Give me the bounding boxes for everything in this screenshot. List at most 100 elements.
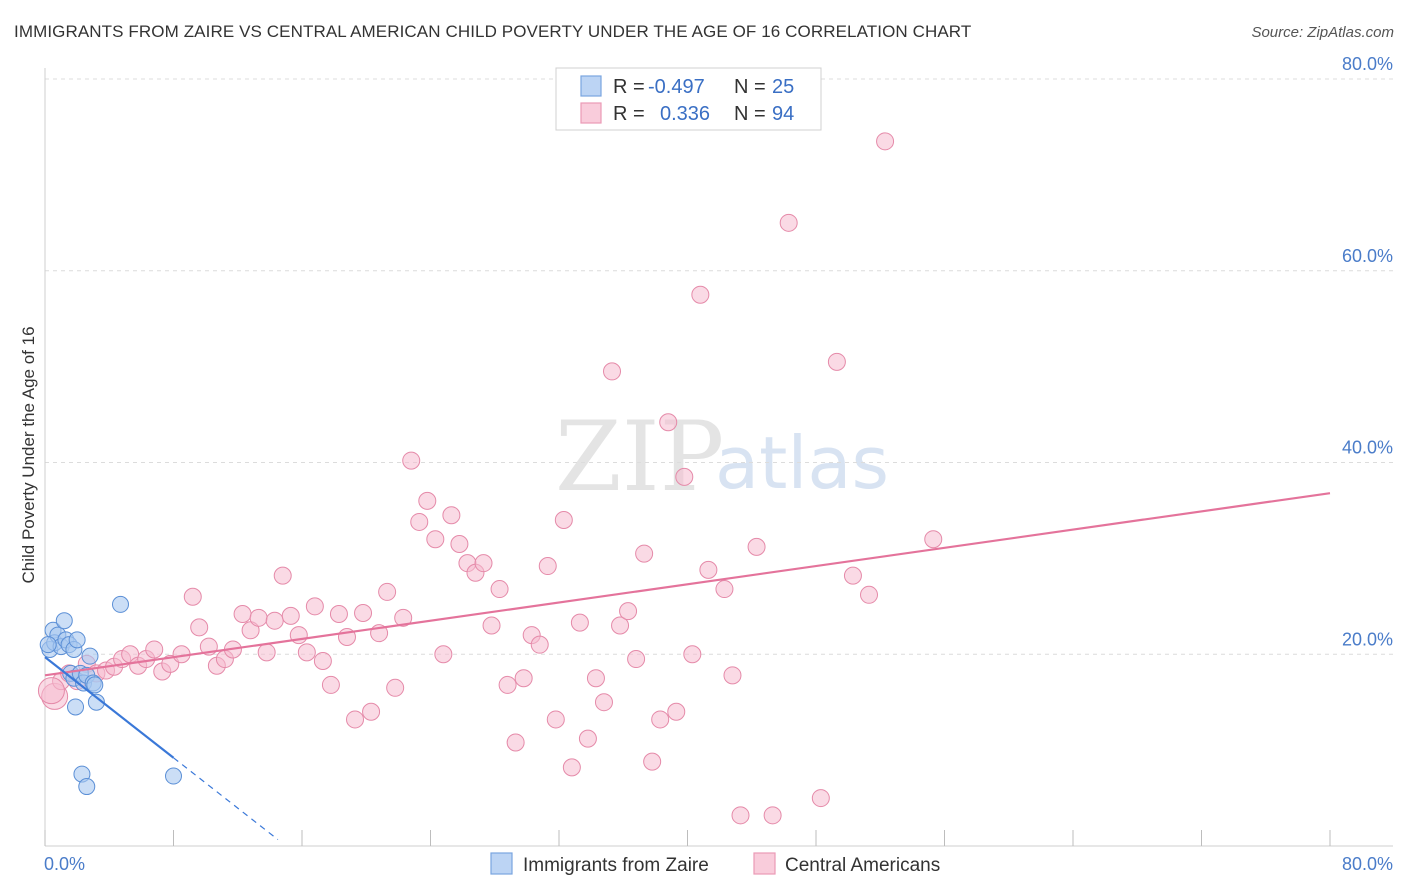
- chart-title: IMMIGRANTS FROM ZAIRE VS CENTRAL AMERICA…: [14, 22, 972, 41]
- point-zaire-22: [111, 595, 129, 613]
- point-central-34: [329, 604, 348, 623]
- point-central-30: [297, 643, 316, 662]
- series-immigrants-from-zaire: [39, 595, 182, 796]
- legend-n-value-1: 25: [772, 76, 794, 98]
- point-central-80: [699, 560, 718, 579]
- point-central-24: [249, 608, 268, 627]
- point-central-90: [860, 585, 879, 604]
- x-tick-labels: 0.0% 80.0%: [44, 854, 1393, 874]
- point-central-92: [924, 530, 943, 549]
- point-central-38: [362, 702, 381, 721]
- point-central-88: [827, 352, 846, 371]
- point-central-53: [482, 616, 501, 635]
- point-central-66: [586, 669, 605, 688]
- point-central-84: [747, 537, 766, 556]
- legend-n-label-2: N =: [734, 103, 766, 125]
- point-central-68: [603, 362, 622, 381]
- point-central-76: [667, 702, 686, 721]
- point-central-71: [627, 650, 646, 669]
- y-tick-label-2: 60.0%: [1342, 246, 1393, 266]
- grid-lines: [45, 78, 1393, 655]
- y-tick-label-0: 20.0%: [1342, 629, 1393, 649]
- point-central-33: [321, 675, 340, 694]
- point-central-44: [410, 512, 429, 531]
- point-central-78: [683, 645, 702, 664]
- point-central-17: [190, 618, 209, 637]
- point-central-47: [434, 645, 453, 664]
- point-central-22: [233, 604, 252, 623]
- point-central-46: [426, 530, 445, 549]
- point-central-69: [611, 616, 630, 635]
- y-tick-label-1: 40.0%: [1342, 438, 1393, 458]
- point-central-57: [514, 669, 533, 688]
- point-central-79: [691, 285, 710, 304]
- point-central-49: [450, 534, 469, 553]
- legend-r-value-1: -0.497: [648, 76, 705, 98]
- point-central-56: [506, 733, 525, 752]
- point-central-60: [538, 557, 557, 576]
- point-central-28: [281, 606, 300, 625]
- point-zaire-10: [68, 631, 86, 649]
- point-zaire-19: [67, 698, 85, 716]
- point-central-87: [811, 789, 830, 808]
- point-zaire-23: [165, 767, 182, 785]
- point-central-26: [265, 611, 284, 630]
- y-tick-label-3: 80.0%: [1342, 54, 1393, 74]
- axes: [44, 68, 1393, 847]
- point-central-42: [394, 608, 413, 627]
- legend-n-label-1: N =: [734, 76, 766, 98]
- point-central-61: [546, 710, 565, 729]
- bottom-legend-swatch-zaire: [490, 852, 513, 875]
- source-label: Source: ZipAtlas.com: [1251, 24, 1394, 41]
- point-central-41: [386, 678, 405, 697]
- point-zaire-15: [81, 647, 99, 665]
- point-central-89: [843, 566, 862, 585]
- legend-r-label-1: R =: [613, 76, 645, 98]
- point-central-83: [731, 806, 750, 825]
- legend-r-label-2: R =: [613, 103, 645, 125]
- point-central-25: [257, 643, 276, 662]
- point-central-54: [490, 580, 509, 599]
- x-tick-label-1: 80.0%: [1342, 854, 1393, 874]
- trend-line-zaire-extension: [173, 757, 279, 841]
- point-central-67: [594, 693, 613, 712]
- point-central-48: [442, 506, 461, 525]
- y-axis-label: Child Poverty Under the Age of 16: [19, 326, 38, 583]
- point-central-16: [183, 587, 202, 606]
- point-central-81: [715, 580, 734, 599]
- series-central-americans: [37, 132, 943, 825]
- point-central-62: [554, 511, 573, 530]
- point-central-93: [37, 677, 65, 705]
- point-central-37: [354, 604, 373, 623]
- point-zaire-17: [86, 676, 104, 694]
- point-central-82: [723, 666, 742, 685]
- point-central-64: [570, 613, 589, 632]
- watermark-zip: ZIP: [555, 401, 724, 513]
- point-central-52: [474, 554, 493, 573]
- legend-swatch-zaire: [580, 75, 602, 97]
- point-central-43: [402, 451, 421, 470]
- bottom-legend-swatch-central: [753, 852, 776, 875]
- series-legend: Immigrants from Zaire Central Americans: [490, 852, 940, 876]
- point-central-74: [651, 710, 670, 729]
- point-central-32: [313, 651, 332, 670]
- bottom-legend-label-central: Central Americans: [785, 855, 940, 876]
- point-central-36: [346, 710, 365, 729]
- legend-n-value-2: 94: [772, 103, 794, 125]
- stats-legend: R = -0.497 N = 25 R = 0.336 N = 94: [555, 67, 822, 131]
- point-zaire-18: [87, 693, 105, 711]
- point-central-31: [305, 597, 324, 616]
- point-central-65: [578, 729, 597, 748]
- point-central-85: [763, 806, 782, 825]
- point-central-75: [659, 413, 678, 432]
- point-central-12: [145, 640, 164, 659]
- point-central-91: [876, 132, 895, 151]
- trend-line-central: [44, 492, 1331, 677]
- point-central-40: [378, 582, 397, 601]
- point-central-45: [418, 491, 437, 510]
- trend-line-zaire: [44, 656, 175, 759]
- legend-swatch-central: [580, 102, 602, 124]
- point-central-73: [643, 752, 662, 771]
- x-tick-label-0: 0.0%: [44, 854, 85, 874]
